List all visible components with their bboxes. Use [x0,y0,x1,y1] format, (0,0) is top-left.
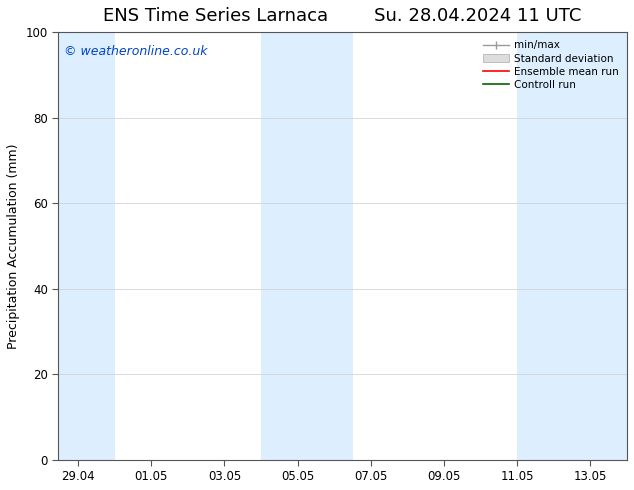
Bar [517,32,590,460]
Bar [590,32,627,460]
Bar [58,32,115,460]
Text: © weatheronline.co.uk: © weatheronline.co.uk [64,45,207,58]
Title: ENS Time Series Larnaca        Su. 28.04.2024 11 UTC: ENS Time Series Larnaca Su. 28.04.2024 1… [103,7,582,25]
Y-axis label: Precipitation Accumulation (mm): Precipitation Accumulation (mm) [7,143,20,348]
Legend: min/max, Standard deviation, Ensemble mean run, Controll run: min/max, Standard deviation, Ensemble me… [479,37,622,93]
Bar [261,32,353,460]
